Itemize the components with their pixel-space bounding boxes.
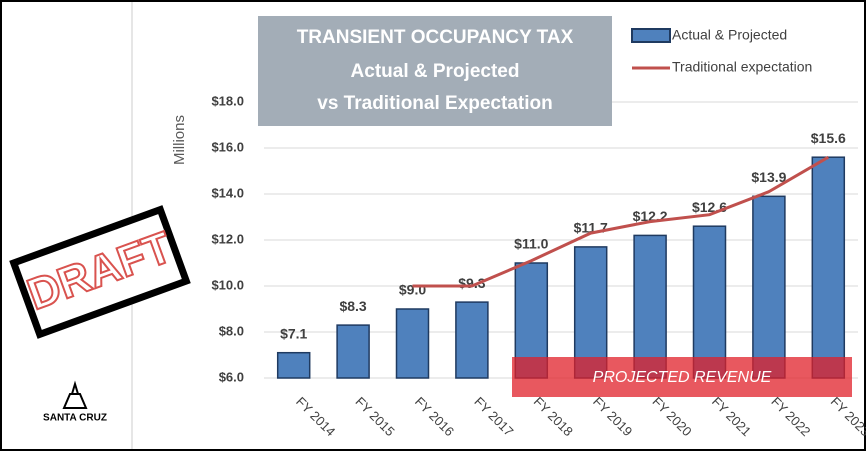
y-tick-label: $12.0 [211, 231, 244, 246]
bar [455, 301, 489, 379]
data-label: $13.9 [751, 169, 786, 185]
data-label: $7.1 [280, 325, 307, 341]
bar [811, 156, 846, 379]
y-tick-label: $14.0 [211, 185, 244, 200]
draft-box [9, 205, 191, 339]
bar [573, 246, 608, 379]
data-label: $8.3 [339, 298, 366, 314]
data-label: $11.0 [514, 236, 548, 252]
logo-icon [62, 380, 88, 409]
y-tick-label: $18.0 [211, 93, 244, 108]
chart-subtitle: vs Traditional Expectation [317, 93, 552, 114]
y-axis-label: Millions [171, 115, 188, 165]
legend-label: Actual & Projected [672, 27, 787, 43]
chart-title: TRANSIENT OCCUPANCY TAX [297, 27, 574, 48]
data-label: $15.6 [811, 130, 846, 146]
data-label: $9.0 [399, 282, 426, 298]
bar [692, 225, 727, 379]
legend-label: Traditional expectation [672, 59, 812, 75]
y-tick-label: $16.0 [211, 139, 244, 154]
logo: SANTA CRUZ [43, 413, 107, 424]
projected-band [512, 357, 852, 397]
legend-swatch [631, 28, 671, 43]
y-tick-label: $6.0 [219, 369, 244, 384]
bar [633, 234, 667, 379]
annotation: PROJECTED REVENUE [593, 369, 772, 386]
bar [276, 351, 311, 379]
y-tick-label: $8.0 [219, 323, 244, 338]
title-box [258, 16, 612, 126]
bar [395, 308, 430, 379]
line [412, 155, 830, 288]
y-tick-label: $10.0 [211, 277, 244, 292]
data-label: $12.6 [692, 199, 727, 215]
chart-subtitle: Actual & Projected [351, 61, 520, 82]
bar [752, 195, 786, 379]
bar [336, 324, 370, 379]
